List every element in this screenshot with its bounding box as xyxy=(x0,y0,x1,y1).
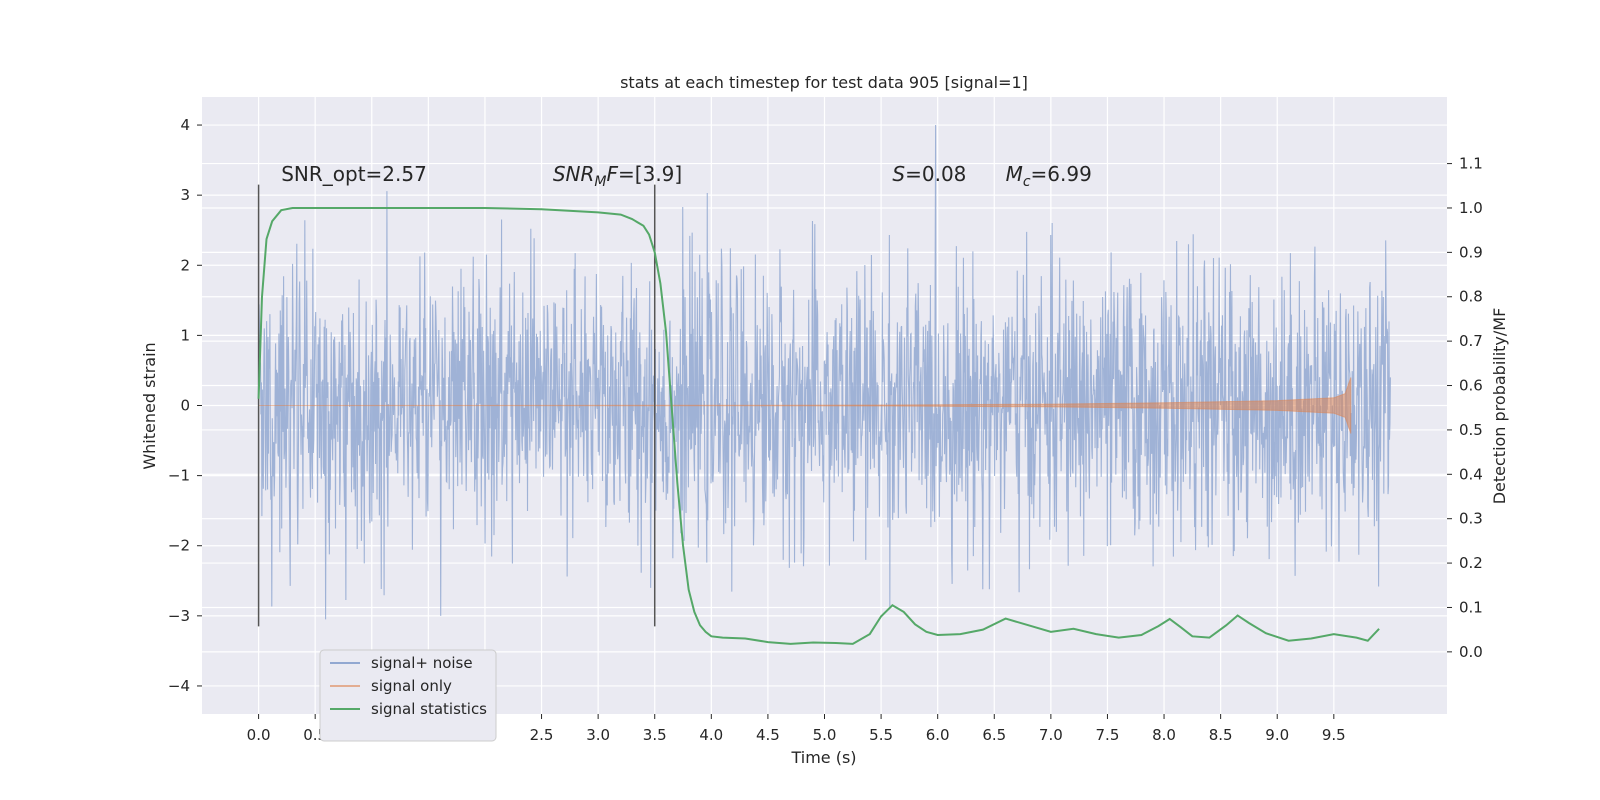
series-signal-noise xyxy=(258,125,1391,620)
x-tick-label: 9.5 xyxy=(1322,726,1346,744)
chart-title: stats at each timestep for test data 905… xyxy=(620,73,1028,92)
y-axis-label: Whitened strain xyxy=(140,342,159,469)
legend-label-signal-only: signal only xyxy=(371,677,452,695)
vertical-lines xyxy=(257,184,656,627)
y-tick-label: 2 xyxy=(180,256,190,274)
y2-tick-label: 0.4 xyxy=(1459,465,1483,483)
x-tick-label: 9.0 xyxy=(1265,726,1289,744)
legend-label-signal-noise: signal+ noise xyxy=(371,654,473,672)
y-tick-label: 3 xyxy=(180,186,190,204)
series-signal-only xyxy=(258,377,1352,434)
annotation-s-val: S=0.08 xyxy=(892,162,966,186)
y2-tick-label: 0.3 xyxy=(1459,510,1483,528)
annotation-snr-mf: SNRMF=[3.9] xyxy=(553,162,682,190)
x-tick-label: 7.0 xyxy=(1039,726,1063,744)
x-tick-label: 2.5 xyxy=(530,726,554,744)
x-tick-label: 8.5 xyxy=(1209,726,1233,744)
x-tick-label: 7.5 xyxy=(1096,726,1120,744)
y-tick-label: −4 xyxy=(168,677,190,695)
y-tick-label: −2 xyxy=(168,537,190,555)
x-axis-label: Time (s) xyxy=(790,748,856,767)
x-tick-label: 6.5 xyxy=(982,726,1006,744)
annotation-snr-opt: SNR_opt=2.57 xyxy=(281,162,427,186)
x-tick-label: 4.5 xyxy=(756,726,780,744)
annotations: SNR_opt=2.57 SNRMF=[3.9] S=0.08 Mc=6.99 xyxy=(281,162,1092,190)
y-tick-label: 1 xyxy=(180,326,190,344)
y-tick-label: 4 xyxy=(180,116,190,134)
x-tick-label: 5.5 xyxy=(869,726,893,744)
y-axis-left: 4 3 2 1 0 −1 −2 −3 −4 xyxy=(168,116,202,695)
y2-tick-label: 0.6 xyxy=(1459,377,1483,395)
y-tick-label: 0 xyxy=(180,397,190,415)
x-tick-label: 3.5 xyxy=(643,726,667,744)
y2-tick-label: 0.9 xyxy=(1459,243,1483,261)
legend-box xyxy=(319,649,497,742)
y2-tick-label: 0.8 xyxy=(1459,288,1483,306)
y-tick-label: −3 xyxy=(168,607,190,625)
x-tick-label: 0.0 xyxy=(247,726,271,744)
legend-label-signal-statistics: signal statistics xyxy=(371,700,487,718)
annotation-mc-val: Mc=6.99 xyxy=(1006,162,1092,190)
x-tick-label: 6.0 xyxy=(926,726,950,744)
x-tick-label: 8.0 xyxy=(1152,726,1176,744)
y2-tick-label: 1.0 xyxy=(1459,199,1483,217)
x-tick-label: 3.0 xyxy=(586,726,610,744)
y2-tick-label: 0.2 xyxy=(1459,554,1483,572)
y2-tick-label: 1.1 xyxy=(1459,155,1483,173)
signal-envelope xyxy=(258,377,1352,434)
statistics-trace xyxy=(257,206,1380,645)
y2-tick-label: 0.0 xyxy=(1459,643,1483,661)
noise-trace xyxy=(258,125,1391,620)
y2-axis-label: Detection probability/MF xyxy=(1490,308,1509,505)
y2-tick-label: 0.1 xyxy=(1459,598,1483,616)
y-tick-label: −1 xyxy=(168,467,190,485)
y-axis-right: 1.1 1.0 0.9 0.8 0.7 0.6 0.5 0.4 0.3 0.2 0.1 0.0 xyxy=(1447,155,1483,661)
y2-tick-label: 0.5 xyxy=(1459,421,1483,439)
legend: signal+ noise signal only signal statist… xyxy=(319,649,497,742)
y2-tick-label: 0.7 xyxy=(1459,332,1483,350)
x-tick-label: 4.0 xyxy=(699,726,723,744)
x-tick-label: 5.0 xyxy=(813,726,837,744)
series-signal-statistics xyxy=(257,206,1380,645)
